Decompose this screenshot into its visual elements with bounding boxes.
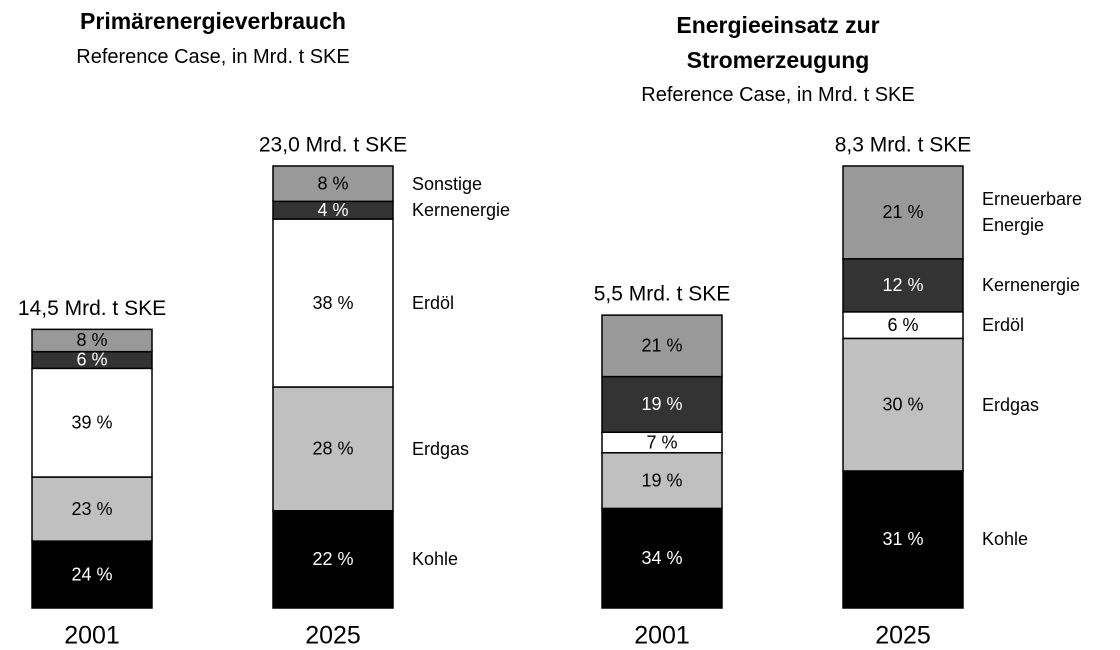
bar-segment bbox=[842, 165, 964, 260]
value-label: 19 % bbox=[641, 394, 682, 414]
bar-segment bbox=[842, 470, 964, 609]
legend-label: Kernenergie bbox=[412, 200, 511, 221]
value-label: 4 % bbox=[317, 200, 348, 220]
value-label: 28 % bbox=[312, 439, 353, 459]
value-label: 21 % bbox=[882, 202, 923, 222]
value-label: 8 % bbox=[317, 173, 348, 193]
value-label: 21 % bbox=[641, 336, 682, 356]
bar-segment bbox=[272, 165, 394, 203]
value-label: 22 % bbox=[312, 549, 353, 569]
total-label: 8,3 Mrd. t SKE bbox=[835, 134, 972, 157]
bar-segment bbox=[601, 507, 723, 609]
total-label: 5,5 Mrd. t SKE bbox=[594, 283, 731, 306]
bar-segment bbox=[842, 337, 964, 472]
legend-label: Erdgas bbox=[412, 438, 470, 459]
value-label: 6 % bbox=[887, 315, 918, 335]
bar-segment bbox=[272, 218, 394, 388]
bar-segment bbox=[31, 367, 153, 478]
value-label: 6 % bbox=[76, 350, 107, 370]
bar-segment bbox=[31, 540, 153, 609]
total-label: 23,0 Mrd. t SKE bbox=[259, 134, 407, 157]
bar-segment bbox=[272, 386, 394, 512]
bar-segment bbox=[31, 476, 153, 542]
bar-segment bbox=[601, 314, 723, 378]
total-label: 14,5 Mrd. t SKE bbox=[18, 297, 166, 320]
bar-segment bbox=[272, 510, 394, 609]
chart-title: Primärenergieverbrauch bbox=[80, 8, 346, 34]
value-label: 24 % bbox=[71, 564, 112, 584]
value-label: 38 % bbox=[312, 293, 353, 313]
legend-label: Erdgas bbox=[982, 394, 1040, 415]
legend-label: Kernenergie bbox=[982, 275, 1081, 296]
bar-segment bbox=[31, 328, 153, 353]
value-label: 19 % bbox=[641, 470, 682, 490]
x-tick-label: 2025 bbox=[875, 622, 931, 650]
legend-label: Kohle bbox=[412, 549, 459, 570]
value-label: 31 % bbox=[882, 529, 923, 549]
bar-segment bbox=[842, 258, 964, 313]
bar-segment bbox=[601, 375, 723, 434]
legend-label: Sonstige bbox=[412, 173, 483, 194]
value-label: 12 % bbox=[882, 275, 923, 295]
value-label: 7 % bbox=[646, 432, 677, 452]
legend-label: Erdöl bbox=[982, 315, 1025, 336]
value-label: 23 % bbox=[71, 499, 112, 519]
x-tick-label: 2001 bbox=[634, 622, 690, 650]
value-label: 34 % bbox=[641, 548, 682, 568]
bar-segment bbox=[601, 452, 723, 510]
value-label: 30 % bbox=[882, 394, 923, 414]
chart-subtitle: Reference Case, in Mrd. t SKE bbox=[641, 84, 915, 106]
chart-subtitle: Reference Case, in Mrd. t SKE bbox=[76, 46, 350, 68]
x-tick-label: 2001 bbox=[64, 622, 120, 650]
value-label: 39 % bbox=[71, 412, 112, 432]
legend-label: Erdöl bbox=[412, 293, 455, 314]
legend-label: Kohle bbox=[982, 529, 1029, 550]
chart-title: Energieeinsatz zur Stromerzeugung bbox=[676, 12, 880, 73]
value-label: 8 % bbox=[76, 330, 107, 350]
legend-label: Erneuerbare Energie bbox=[982, 189, 1083, 236]
x-tick-label: 2025 bbox=[305, 622, 361, 650]
